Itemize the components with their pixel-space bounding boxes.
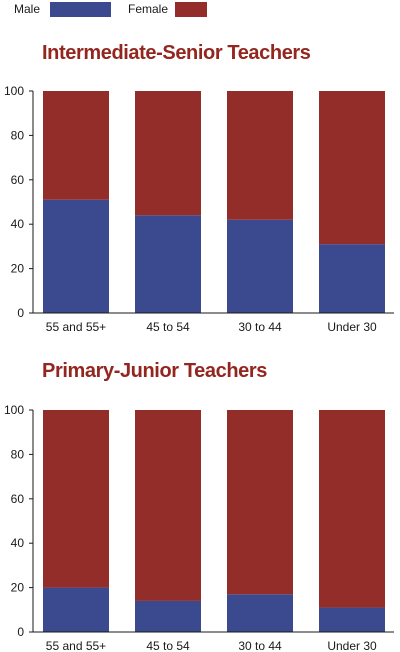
chart-title: Primary-Junior Teachers <box>42 360 267 382</box>
x-tick-label: 45 to 54 <box>146 320 190 334</box>
y-tick-label: 100 <box>4 84 24 98</box>
bar-male-45-to-54 <box>135 600 201 632</box>
y-tick-label: 60 <box>11 173 25 187</box>
bar-female-45-to-54 <box>135 91 201 216</box>
legend-swatch-female <box>175 2 207 17</box>
bar-male-45-to-54 <box>135 215 201 313</box>
bar-female-55-and-55 <box>43 410 109 588</box>
bar-male-30-to-44 <box>227 219 293 313</box>
x-tick-label: 55 and 55+ <box>46 320 106 334</box>
bar-female-45-to-54 <box>135 410 201 601</box>
x-tick-label: 30 to 44 <box>238 639 282 652</box>
y-tick-label: 60 <box>11 492 25 506</box>
legend: Male Female <box>14 2 207 17</box>
bar-female-30-to-44 <box>227 410 293 595</box>
y-tick-label: 80 <box>11 128 25 142</box>
y-tick-label: 0 <box>17 306 24 320</box>
x-tick-label: 55 and 55+ <box>46 639 106 652</box>
y-tick-label: 40 <box>11 536 25 550</box>
legend-swatch-male <box>50 2 111 17</box>
bar-female-under-30 <box>319 410 385 608</box>
bar-male-30-to-44 <box>227 594 293 632</box>
bar-male-under-30 <box>319 244 385 313</box>
bar-male-under-30 <box>319 607 385 632</box>
bar-male-55-and-55 <box>43 587 109 632</box>
y-tick-label: 80 <box>11 447 25 461</box>
bar-female-55-and-55 <box>43 91 109 200</box>
y-tick-label: 100 <box>4 403 24 417</box>
y-tick-label: 40 <box>11 217 25 231</box>
x-tick-label: 30 to 44 <box>238 320 282 334</box>
y-tick-label: 0 <box>17 625 24 639</box>
x-tick-label: Under 30 <box>327 320 377 334</box>
y-tick-label: 20 <box>11 581 25 595</box>
chart-panel-primary-junior: Primary-Junior Teachers 55 and 55+ 45 to 5… <box>4 360 394 652</box>
bar-male-55-and-55 <box>43 199 109 313</box>
chart-panel-intermediate-senior: Intermediate-Senior Teachers 55 and 55+ 45… <box>4 42 394 334</box>
x-tick-label: 45 to 54 <box>146 639 190 652</box>
y-tick-label: 20 <box>11 262 25 276</box>
x-tick-label: Under 30 <box>327 639 377 652</box>
legend-label-female: Female <box>128 2 168 16</box>
bar-female-under-30 <box>319 91 385 245</box>
bar-female-30-to-44 <box>227 91 293 220</box>
chart-title: Intermediate-Senior Teachers <box>42 42 311 64</box>
legend-label-male: Male <box>14 2 40 16</box>
